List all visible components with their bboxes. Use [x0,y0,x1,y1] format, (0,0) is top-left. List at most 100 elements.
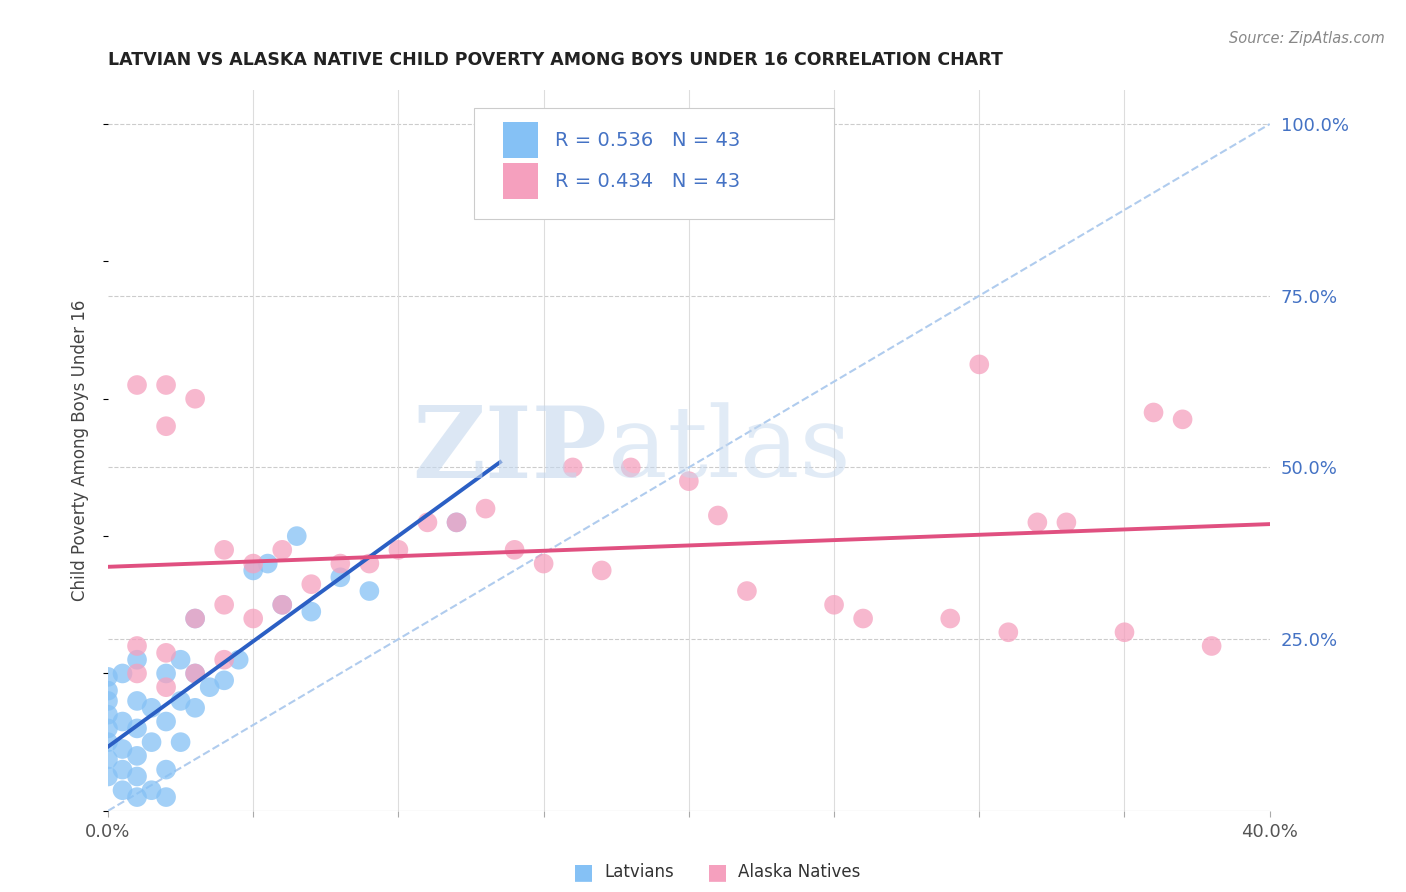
Point [228,653,250,667]
Point [329,570,352,584]
Point [169,735,191,749]
Text: Alaska Natives: Alaska Natives [738,863,860,881]
Point [125,378,148,392]
Text: R = 0.536   N = 43: R = 0.536 N = 43 [555,130,741,150]
Point [111,763,134,777]
Point [111,742,134,756]
Point [416,516,439,530]
Point [1171,412,1194,426]
Point [97,707,120,722]
FancyBboxPatch shape [474,108,834,219]
Point [503,542,526,557]
Point [620,460,643,475]
Point [299,605,322,619]
Point [939,611,962,625]
Point [359,584,381,599]
Point [678,474,700,488]
Point [852,611,875,625]
Point [242,611,264,625]
Point [155,646,177,660]
Text: atlas: atlas [607,402,851,498]
Point [155,666,177,681]
Point [1142,405,1164,419]
Point [359,557,381,571]
Text: ■: ■ [574,863,593,882]
Point [97,752,120,766]
Point [329,557,352,571]
Point [997,625,1019,640]
Point [271,542,294,557]
Point [155,763,177,777]
Point [111,714,134,729]
Point [285,529,308,543]
Point [184,700,207,714]
Point [1114,625,1136,640]
Point [533,557,555,571]
Point [97,769,120,783]
Point [97,670,120,684]
Point [591,564,613,578]
Point [387,542,409,557]
Point [474,501,496,516]
Point [125,790,148,805]
Point [141,735,163,749]
Point [212,673,235,688]
Point [111,783,134,797]
Point [125,722,148,736]
Point [256,557,278,571]
Point [125,639,148,653]
Text: ■: ■ [707,863,727,882]
Point [155,419,177,434]
Point [561,460,583,475]
Point [97,735,120,749]
Text: ZIP: ZIP [412,401,607,499]
Point [155,680,177,694]
Point [446,516,468,530]
Point [184,611,207,625]
Point [125,694,148,708]
Point [1201,639,1223,653]
Point [1054,516,1077,530]
Point [184,666,207,681]
Point [169,653,191,667]
Point [1026,516,1049,530]
Point [169,694,191,708]
Point [125,748,148,763]
Text: Latvians: Latvians [605,863,675,881]
Point [212,598,235,612]
Point [97,683,120,698]
Point [212,542,235,557]
Point [242,564,264,578]
Point [707,508,730,523]
Point [823,598,845,612]
Y-axis label: Child Poverty Among Boys Under 16: Child Poverty Among Boys Under 16 [72,300,89,601]
Bar [503,122,538,158]
Point [155,378,177,392]
Point [184,611,207,625]
Point [198,680,221,694]
Point [97,722,120,736]
Point [969,358,991,372]
Point [155,790,177,805]
Text: Source: ZipAtlas.com: Source: ZipAtlas.com [1229,31,1385,46]
Point [271,598,294,612]
Point [155,714,177,729]
Point [299,577,322,591]
Point [125,666,148,681]
Point [735,584,758,599]
Point [125,653,148,667]
Bar [503,163,538,199]
Point [184,392,207,406]
Point [125,769,148,783]
Point [141,700,163,714]
Point [111,666,134,681]
Text: LATVIAN VS ALASKA NATIVE CHILD POVERTY AMONG BOYS UNDER 16 CORRELATION CHART: LATVIAN VS ALASKA NATIVE CHILD POVERTY A… [108,51,1002,69]
Point [271,598,294,612]
Point [97,694,120,708]
Point [212,653,235,667]
Text: R = 0.434   N = 43: R = 0.434 N = 43 [555,172,741,191]
Point [446,516,468,530]
Point [141,783,163,797]
Point [242,557,264,571]
Point [184,666,207,681]
